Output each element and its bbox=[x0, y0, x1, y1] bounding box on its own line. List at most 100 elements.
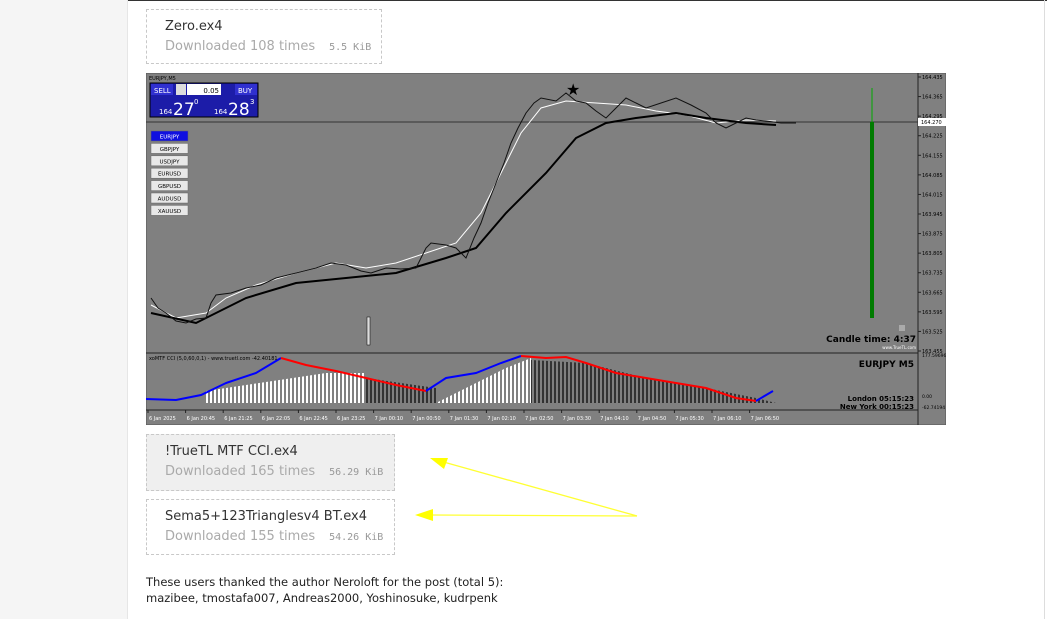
symbol-button[interactable] bbox=[150, 180, 189, 191]
sell-price-sup: 0 bbox=[194, 98, 198, 106]
thanks-users[interactable]: mazibee, tmostafa007, Andreas2000, Yoshi… bbox=[146, 591, 498, 605]
time-label: 7 Jan 00:50 bbox=[412, 416, 440, 422]
symbol-label[interactable]: AUDUSD bbox=[158, 197, 182, 203]
price-label: 164.435 bbox=[922, 75, 943, 81]
price-label: 163.875 bbox=[922, 232, 943, 238]
time-label: 6 Jan 20:45 bbox=[187, 416, 215, 422]
download-count: Downloaded 165 times bbox=[165, 464, 316, 479]
candle-time: Candle time: 4:37 bbox=[826, 335, 916, 345]
arrow-head bbox=[415, 509, 433, 521]
download-count: Downloaded 155 times bbox=[165, 529, 316, 544]
price-label: 163.945 bbox=[922, 212, 943, 218]
attachment-name[interactable]: Sema5+123Trianglesv4 BT.ex4 bbox=[165, 509, 367, 524]
symbol-label[interactable]: GBPJPY bbox=[160, 147, 180, 153]
symbol-button[interactable] bbox=[150, 155, 189, 167]
symbol-button[interactable] bbox=[150, 130, 189, 142]
attachment-name[interactable]: Zero.ex4 bbox=[165, 19, 223, 34]
time-label: 7 Jan 04:50 bbox=[638, 416, 666, 422]
sell-label[interactable]: SELL bbox=[154, 87, 171, 95]
price-series bbox=[150, 92, 796, 324]
symbol-header: EURJPY,M5 bbox=[149, 76, 176, 82]
cci-blue-1 bbox=[146, 357, 282, 402]
current-price: 164.270 bbox=[921, 120, 942, 126]
attachment[interactable]: !TrueTL MTF CCI.ex4 Downloaded 165 times… bbox=[146, 434, 395, 491]
time-label: 7 Jan 00:10 bbox=[375, 416, 403, 422]
sell-button[interactable] bbox=[151, 84, 173, 95]
buy-label[interactable]: BUY bbox=[238, 87, 253, 95]
time-label: 7 Jan 05:30 bbox=[675, 416, 703, 422]
time-label: 7 Jan 04:10 bbox=[600, 416, 628, 422]
signal-bar bbox=[366, 316, 371, 346]
symbol-button[interactable] bbox=[150, 205, 189, 216]
price-label: 163.455 bbox=[922, 349, 943, 355]
square-icon bbox=[899, 325, 905, 331]
symbol-label[interactable]: EURUSD bbox=[158, 172, 181, 178]
lot-field[interactable] bbox=[187, 84, 221, 95]
symbol-label[interactable]: USDJPY bbox=[160, 159, 181, 165]
symbol-button[interactable] bbox=[150, 167, 189, 179]
attachment-info: Downloaded 155 times 54.26 KiB bbox=[165, 529, 394, 544]
buy-button[interactable] bbox=[235, 84, 257, 95]
cci-histogram-up2 bbox=[436, 358, 531, 403]
time-label: 6 Jan 21:25 bbox=[224, 416, 252, 422]
price-label: 164.295 bbox=[922, 114, 943, 120]
cci-histogram-down bbox=[366, 378, 436, 403]
cci-histogram-up bbox=[206, 373, 366, 403]
symbol-label[interactable]: XAUUSD bbox=[158, 209, 181, 215]
time-label: 6 Jan 2025 bbox=[149, 416, 176, 422]
symbol-label[interactable]: GBPUSD bbox=[158, 184, 181, 190]
price-label: 164.155 bbox=[922, 153, 943, 159]
symbol-button[interactable] bbox=[150, 143, 189, 154]
annotation-arrows bbox=[415, 458, 638, 521]
cci-histogram-down2 bbox=[531, 360, 776, 403]
symbol-label[interactable]: EURJPY bbox=[160, 135, 180, 141]
attachment[interactable]: Zero.ex4 Downloaded 108 times 5.5 KiB bbox=[146, 9, 382, 64]
file-size: 56.29 KiB bbox=[329, 467, 384, 478]
time-label: 6 Jan 22:05 bbox=[262, 416, 290, 422]
price-label: 163.805 bbox=[922, 251, 943, 257]
file-size: 54.26 KiB bbox=[329, 532, 384, 543]
london-time: London 05:15:23 bbox=[848, 395, 914, 403]
current-price-box bbox=[918, 118, 946, 126]
newyork-time: New York 00:15:23 bbox=[840, 403, 914, 411]
symbol-button[interactable] bbox=[150, 192, 189, 204]
buy-price-prefix: 164 bbox=[214, 108, 228, 116]
download-count: Downloaded 108 times bbox=[165, 39, 316, 54]
attachment[interactable]: Sema5+123Trianglesv4 BT.ex4 Downloaded 1… bbox=[146, 499, 395, 555]
thanks-text: These users thanked the author Neroloft … bbox=[146, 575, 504, 589]
volume-bar bbox=[870, 122, 874, 318]
price-label: 163.735 bbox=[922, 271, 943, 277]
sidebar bbox=[0, 0, 128, 619]
sell-price-prefix: 164 bbox=[159, 108, 173, 116]
ma-white bbox=[150, 100, 777, 319]
price-label: 163.595 bbox=[922, 310, 943, 316]
sell-price-big: 27 bbox=[173, 100, 195, 120]
time-label: 6 Jan 22:45 bbox=[299, 416, 327, 422]
time-label: 6 Jan 23:25 bbox=[337, 416, 365, 422]
time-label: 7 Jan 01:30 bbox=[450, 416, 478, 422]
star-marker: ★ bbox=[566, 80, 580, 99]
lot-dropdown[interactable] bbox=[176, 84, 186, 95]
time-label: 7 Jan 02:10 bbox=[487, 416, 515, 422]
arrow-line bbox=[439, 460, 638, 517]
cci-blue-2 bbox=[425, 355, 522, 392]
price-label: 164.225 bbox=[922, 134, 943, 140]
price-label: 163.525 bbox=[922, 329, 943, 335]
ma-black bbox=[150, 111, 777, 325]
file-size: 5.5 KiB bbox=[329, 42, 372, 53]
indicator-title: xoMTF CCI (5,0,60,0,1) - www.truetl.com … bbox=[149, 356, 278, 362]
time-label: 7 Jan 02:50 bbox=[525, 416, 553, 422]
attachment-name[interactable]: !TrueTL MTF CCI.ex4 bbox=[165, 444, 298, 459]
time-label: 7 Jan 03:30 bbox=[563, 416, 591, 422]
attachment-info: Downloaded 165 times 56.29 KiB bbox=[165, 464, 394, 479]
cci-blue-3 bbox=[755, 390, 774, 402]
buy-price-big: 28 bbox=[228, 100, 250, 120]
pair-label: EURJPY M5 bbox=[859, 360, 914, 370]
indicator-label: 177.59696 bbox=[922, 353, 946, 359]
cci-red-2 bbox=[520, 355, 757, 402]
arrow-line bbox=[429, 514, 638, 517]
lot-value[interactable]: 0.05 bbox=[203, 87, 219, 95]
top-border bbox=[0, 0, 1047, 1]
indicator-label: -62.74194 bbox=[922, 405, 945, 411]
